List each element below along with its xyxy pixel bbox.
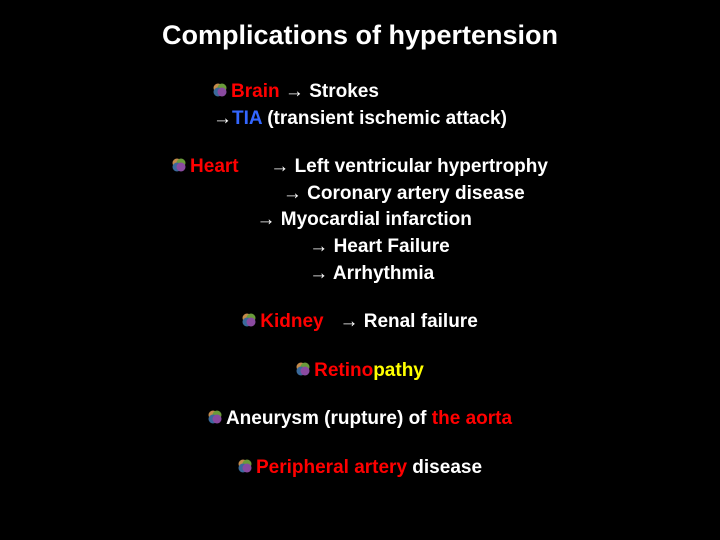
brain-line-1: Brain → Strokes	[213, 79, 507, 106]
section-brain: Brain → Strokes →TIA (transient ischemic…	[172, 79, 548, 132]
pad-line: Peripheral artery disease	[238, 455, 482, 482]
aneurysm-prefix: Aneurysm (rupture) of	[226, 408, 432, 429]
section-retinopathy: Retinopathy	[172, 358, 548, 385]
retinopathy-prefix: Retino	[314, 360, 373, 381]
heart-item-4: Heart Failure	[334, 236, 450, 257]
section-pad: Peripheral artery disease	[172, 455, 548, 482]
section-kidney: Kidney → Renal failure	[172, 309, 548, 336]
brain-label: Brain	[231, 81, 280, 102]
heart-line-3: → Myocardial infarction	[172, 207, 548, 234]
kidney-label: Kidney	[260, 311, 323, 332]
bullet-icon	[213, 83, 227, 97]
kidney-line: Kidney → Renal failure	[242, 309, 478, 336]
slide-content: Brain → Strokes →TIA (transient ischemic…	[172, 79, 548, 482]
heart-line-1: Heart → Left ventricular hypertrophy	[172, 154, 548, 181]
heart-item-5: Arrhythmia	[333, 263, 434, 284]
bullet-icon	[296, 362, 310, 376]
retinopathy-suffix: pathy	[373, 360, 424, 381]
heart-item-1: Left ventricular hypertrophy	[295, 156, 548, 177]
pad-suffix: disease	[407, 457, 482, 478]
slide: Complications of hypertension Brain → St…	[0, 0, 720, 540]
heart-label: Heart	[190, 156, 239, 177]
heart-item-2: Coronary artery disease	[307, 183, 525, 204]
brain-line-2: →TIA (transient ischemic attack)	[213, 106, 507, 133]
brain-item-2-prefix: TIA	[232, 108, 262, 129]
bullet-icon	[172, 158, 186, 172]
heart-line-5: → Arrhythmia	[172, 261, 548, 288]
brain-item-1: Strokes	[309, 81, 379, 102]
section-heart: Heart → Left ventricular hypertrophy → C…	[172, 154, 548, 287]
heart-line-4: → Heart Failure	[172, 234, 548, 261]
bullet-icon	[242, 313, 256, 327]
slide-title: Complications of hypertension	[0, 20, 720, 51]
aneurysm-highlight: the aorta	[432, 408, 512, 429]
aneurysm-line: Aneurysm (rupture) of the aorta	[208, 406, 512, 433]
bullet-icon	[208, 410, 222, 424]
brain-item-2-rest: (transient ischemic attack)	[262, 108, 507, 129]
section-aneurysm: Aneurysm (rupture) of the aorta	[172, 406, 548, 433]
retinopathy-line: Retinopathy	[296, 358, 424, 385]
bullet-icon	[238, 459, 252, 473]
heart-item-3: Myocardial infarction	[281, 209, 472, 230]
pad-prefix: Peripheral artery	[256, 457, 407, 478]
heart-line-2: → Coronary artery disease	[172, 181, 548, 208]
kidney-item-1: Renal failure	[364, 311, 478, 332]
